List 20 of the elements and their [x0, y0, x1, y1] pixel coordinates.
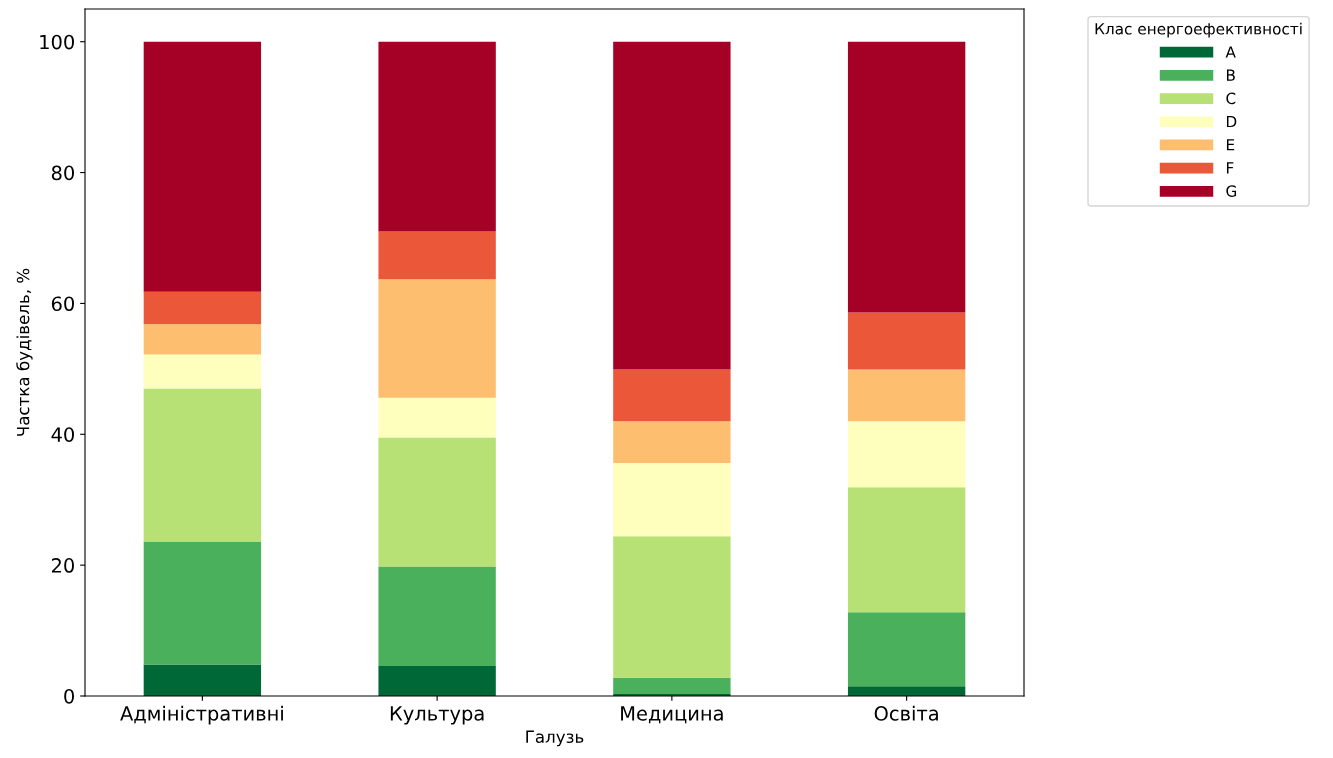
y-tick-label: 20 [51, 558, 74, 573]
legend-label: C [1226, 92, 1236, 105]
legend-label: B [1226, 69, 1235, 81]
x-tick-label: Культура [390, 706, 484, 725]
legend-label: G [1226, 185, 1237, 197]
x-tick-label: Медицина [621, 706, 723, 724]
y-tick-label: 80 [51, 165, 74, 181]
y-tick-label: 60 [51, 296, 74, 312]
legend-label: E [1226, 139, 1235, 151]
legend-label: A [1225, 46, 1236, 58]
legend-label: F [1226, 162, 1234, 174]
x-tick-label: Освіта [874, 705, 938, 721]
y-axis-title: Частка будівель, % [16, 268, 33, 436]
y-tick-label: 0 [64, 688, 74, 704]
y-tick-label: 100 [40, 34, 74, 50]
legend-label: D [1226, 115, 1237, 128]
x-tick-label: Адміністративні [120, 705, 283, 725]
x-axis-title: Галузь [526, 730, 584, 747]
y-tick-label: 40 [51, 427, 74, 442]
legend-title: Клас енергоефективності [1095, 22, 1302, 38]
